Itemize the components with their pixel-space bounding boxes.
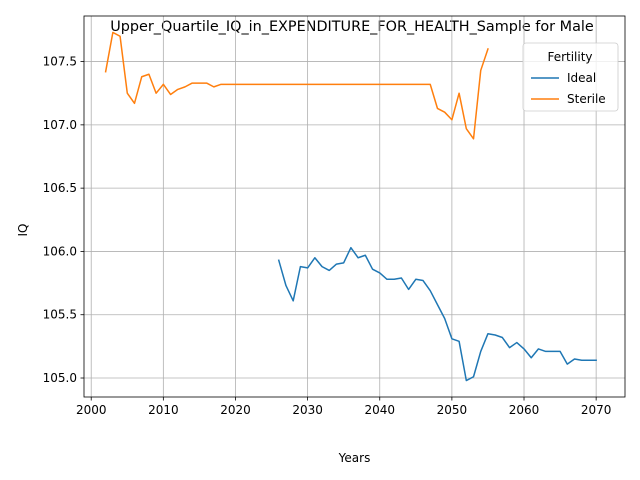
plot-area-frame xyxy=(83,15,626,398)
series-layer xyxy=(104,31,597,382)
y-tick-label: 107.0 xyxy=(43,118,77,132)
y-tick-label: 105.5 xyxy=(43,308,77,322)
x-axis-label: Years xyxy=(338,451,371,465)
legend: Fertility Ideal Sterile xyxy=(522,42,619,112)
y-axis-ticks: 105.0 105.5 106.0 106.5 107.0 107.5 xyxy=(43,55,84,385)
y-tick-label: 106.0 xyxy=(43,244,77,258)
x-tick-label: 2020 xyxy=(220,403,251,417)
series-line-sterile xyxy=(104,31,489,140)
x-tick-label: 2000 xyxy=(76,403,107,417)
x-tick-label: 2050 xyxy=(437,403,468,417)
chart-title: Upper_Quartile_IQ_in_EXPENDITURE_FOR_HEA… xyxy=(110,19,594,35)
y-tick-label: 105.0 xyxy=(43,371,77,385)
series-line-ideal xyxy=(277,246,597,382)
legend-title: Fertility xyxy=(547,50,592,64)
x-tick-label: 2010 xyxy=(148,403,179,417)
y-tick-label: 107.5 xyxy=(43,55,77,69)
x-tick-label: 2030 xyxy=(292,403,323,417)
x-tick-label: 2060 xyxy=(509,403,540,417)
x-axis-ticks: 2000 2010 2020 2030 2040 2050 2060 2070 xyxy=(76,397,611,417)
x-tick-label: 2040 xyxy=(364,403,395,417)
y-axis-label: IQ xyxy=(16,224,30,237)
legend-label-sterile: Sterile xyxy=(567,92,606,106)
x-tick-label: 2070 xyxy=(581,403,612,417)
y-tick-label: 106.5 xyxy=(43,181,77,195)
legend-label-ideal: Ideal xyxy=(567,71,596,85)
legend-box xyxy=(522,42,619,112)
